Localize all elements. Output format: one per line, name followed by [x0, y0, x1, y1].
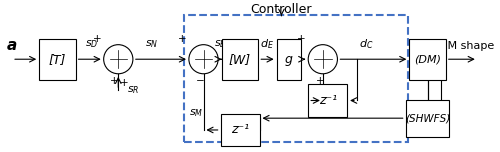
Ellipse shape	[104, 45, 133, 74]
Text: (SHWFS): (SHWFS)	[405, 113, 450, 123]
Bar	[308, 84, 347, 117]
Bar	[222, 39, 258, 80]
Text: $d_C$: $d_C$	[360, 38, 374, 51]
Bar	[39, 39, 76, 80]
Text: $s_N$: $s_N$	[144, 39, 158, 50]
Text: $s_R$: $s_R$	[127, 84, 140, 96]
Bar	[276, 39, 301, 80]
Text: −: −	[196, 76, 205, 86]
Text: +: +	[110, 76, 118, 86]
Text: +: +	[316, 76, 324, 86]
Text: +: +	[92, 34, 101, 44]
Text: (DM): (DM)	[414, 54, 441, 64]
Text: +: +	[297, 34, 306, 44]
Bar	[406, 100, 450, 137]
Bar	[410, 39, 446, 80]
Text: $s_E$: $s_E$	[214, 39, 227, 50]
Bar	[220, 114, 260, 146]
Ellipse shape	[189, 45, 218, 74]
Text: $s_D$: $s_D$	[85, 39, 98, 50]
Ellipse shape	[308, 45, 338, 74]
Text: [W]: [W]	[229, 53, 251, 66]
Bar	[184, 15, 408, 142]
Text: g: g	[285, 53, 292, 66]
Text: $s_M$: $s_M$	[189, 107, 204, 119]
Text: [T]: [T]	[48, 53, 66, 66]
Text: z⁻¹: z⁻¹	[318, 94, 337, 107]
Text: $\boldsymbol{a}$: $\boldsymbol{a}$	[6, 38, 18, 54]
Text: +: +	[120, 78, 128, 88]
Text: +: +	[178, 34, 186, 44]
Text: DM shape: DM shape	[439, 41, 494, 51]
Text: z⁻¹: z⁻¹	[231, 123, 249, 136]
Text: Controller: Controller	[250, 3, 312, 16]
Text: $d_E$: $d_E$	[260, 38, 274, 51]
